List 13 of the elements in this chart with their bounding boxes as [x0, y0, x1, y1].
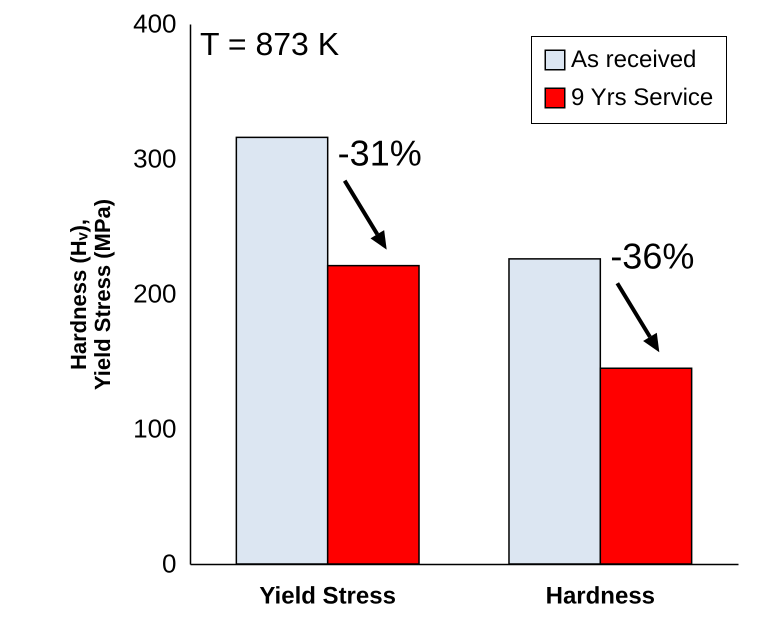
y-tick-label: 200: [133, 278, 176, 308]
annotation: T = 873 K: [200, 26, 340, 62]
annotation: -31%: [338, 132, 422, 174]
y-tick-label: 100: [133, 414, 176, 444]
x-tick-label: Hardness: [546, 582, 656, 610]
legend-label: As received: [571, 46, 696, 73]
y-tick-label: 400: [133, 8, 176, 38]
y-tick-label: 300: [133, 144, 176, 174]
y-tick-label: 0: [162, 548, 176, 578]
legend-label: 9 Yrs Service: [571, 84, 714, 111]
x-tick-label: Yield Stress: [259, 582, 396, 610]
y-axis-title: Hardness (Hᵥ), Yield Stress (MPa): [66, 198, 116, 390]
annotation: -36%: [610, 235, 694, 276]
